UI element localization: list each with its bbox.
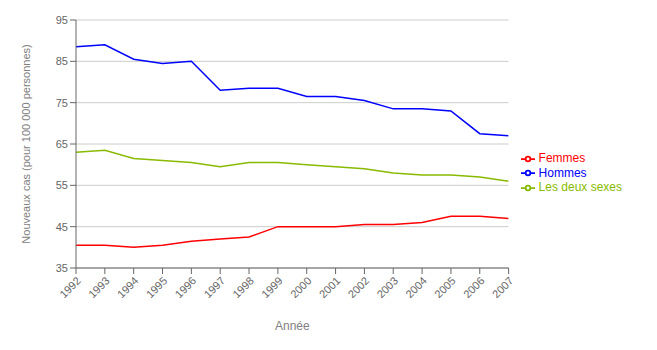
svg-text:55: 55 xyxy=(56,179,68,191)
svg-text:85: 85 xyxy=(56,55,68,67)
svg-text:1994: 1994 xyxy=(115,274,141,300)
svg-text:2007: 2007 xyxy=(490,274,516,300)
svg-text:1999: 1999 xyxy=(259,274,285,300)
svg-text:2002: 2002 xyxy=(346,274,372,300)
svg-text:2005: 2005 xyxy=(432,274,458,300)
svg-text:1996: 1996 xyxy=(173,274,199,300)
svg-text:2004: 2004 xyxy=(403,274,429,300)
svg-text:1995: 1995 xyxy=(144,274,170,300)
svg-text:95: 95 xyxy=(56,14,68,26)
svg-text:35: 35 xyxy=(56,262,68,274)
svg-text:1993: 1993 xyxy=(86,274,112,300)
svg-text:1992: 1992 xyxy=(57,274,83,300)
html-text:Les deux sexes: Les deux sexes xyxy=(538,180,622,195)
svg-text:Nouveaux cas (pour 100 000 per: Nouveaux cas (pour 100 000 personnes) xyxy=(20,44,32,243)
svg-text:2000: 2000 xyxy=(288,274,314,300)
html-text:Femmes: Femmes xyxy=(538,150,586,165)
svg-text:65: 65 xyxy=(56,138,68,150)
svg-text:2001: 2001 xyxy=(317,274,343,300)
svg-text:Année: Année xyxy=(275,319,310,333)
svg-text:45: 45 xyxy=(56,221,68,233)
html-text:Hommes: Hommes xyxy=(538,165,587,180)
svg-text:75: 75 xyxy=(56,97,68,109)
svg-text:2003: 2003 xyxy=(374,274,400,300)
svg-text:1998: 1998 xyxy=(230,274,256,300)
svg-text:2006: 2006 xyxy=(461,274,487,300)
svg-text:1997: 1997 xyxy=(201,274,227,300)
